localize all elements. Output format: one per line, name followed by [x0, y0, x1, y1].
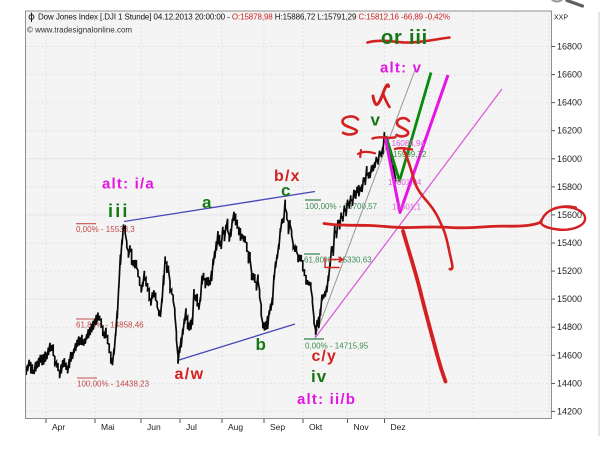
svg-text:16084,94: 16084,94 — [392, 139, 426, 148]
svg-text:16600: 16600 — [557, 70, 582, 80]
svg-text:14400: 14400 — [557, 378, 582, 388]
svg-text:15200: 15200 — [557, 266, 582, 276]
svg-text:15800: 15800 — [557, 182, 582, 192]
svg-text:c: c — [281, 181, 290, 200]
svg-text:c/y: c/y — [312, 348, 337, 365]
svg-text:61,80% - 14858,46: 61,80% - 14858,46 — [76, 321, 144, 330]
svg-text:Dez: Dez — [391, 422, 406, 432]
svg-text:v: v — [371, 111, 381, 130]
svg-text:14800: 14800 — [557, 322, 582, 332]
svg-text:100,00% - 14438,23: 100,00% - 14438,23 — [77, 380, 150, 389]
svg-text:Sep: Sep — [270, 422, 285, 432]
svg-text:14600: 14600 — [557, 350, 582, 360]
svg-text:alt: v: alt: v — [380, 60, 422, 77]
svg-text:alt: i/a: alt: i/a — [102, 176, 155, 193]
svg-text:Okt: Okt — [309, 422, 323, 432]
svg-text:0,00% - 14715,95: 0,00% - 14715,95 — [305, 342, 369, 351]
svg-text:16800: 16800 — [557, 42, 582, 52]
svg-text:Jul: Jul — [186, 422, 197, 432]
svg-text:Aug: Aug — [228, 422, 243, 432]
svg-text:iv: iv — [311, 367, 327, 386]
svg-text:alt: ii/b: alt: ii/b — [297, 391, 356, 408]
svg-text:or iii: or iii — [381, 27, 428, 49]
svg-text:a/w: a/w — [175, 366, 205, 383]
svg-text:100,00% - 15700,57: 100,00% - 15700,57 — [305, 202, 378, 211]
svg-text:XXP: XXP — [554, 15, 568, 22]
svg-text:15600: 15600 — [557, 210, 582, 220]
svg-text:15801,04: 15801,04 — [388, 178, 422, 187]
svg-text:Jun: Jun — [147, 422, 161, 432]
svg-text:b: b — [256, 335, 266, 354]
svg-text:a: a — [202, 193, 212, 212]
svg-text:0,00% - 15538,3: 0,00% - 15538,3 — [76, 225, 135, 234]
svg-text:Nov: Nov — [354, 422, 370, 432]
svg-text:15999,72: 15999,72 — [393, 150, 427, 159]
svg-text:14200: 14200 — [557, 406, 582, 416]
svg-text:b/x: b/x — [274, 168, 301, 185]
svg-text:Dow Jones Index [.DJI 1 Stund: Dow Jones Index [.DJI 1 Stunde] 04.12.20… — [38, 13, 450, 22]
svg-text:16200: 16200 — [557, 126, 582, 136]
svg-text:16400: 16400 — [557, 98, 582, 108]
svg-text:Mai: Mai — [101, 422, 115, 432]
svg-text:15000: 15000 — [557, 294, 582, 304]
svg-text:Apr: Apr — [52, 422, 65, 432]
svg-text:15400: 15400 — [557, 238, 582, 248]
svg-text:16000: 16000 — [557, 154, 582, 164]
svg-text:iii: iii — [108, 201, 130, 221]
svg-text:© www.tradesignalonline.com: © www.tradesignalonline.com — [27, 26, 132, 35]
svg-text:15601,1: 15601,1 — [392, 203, 421, 212]
